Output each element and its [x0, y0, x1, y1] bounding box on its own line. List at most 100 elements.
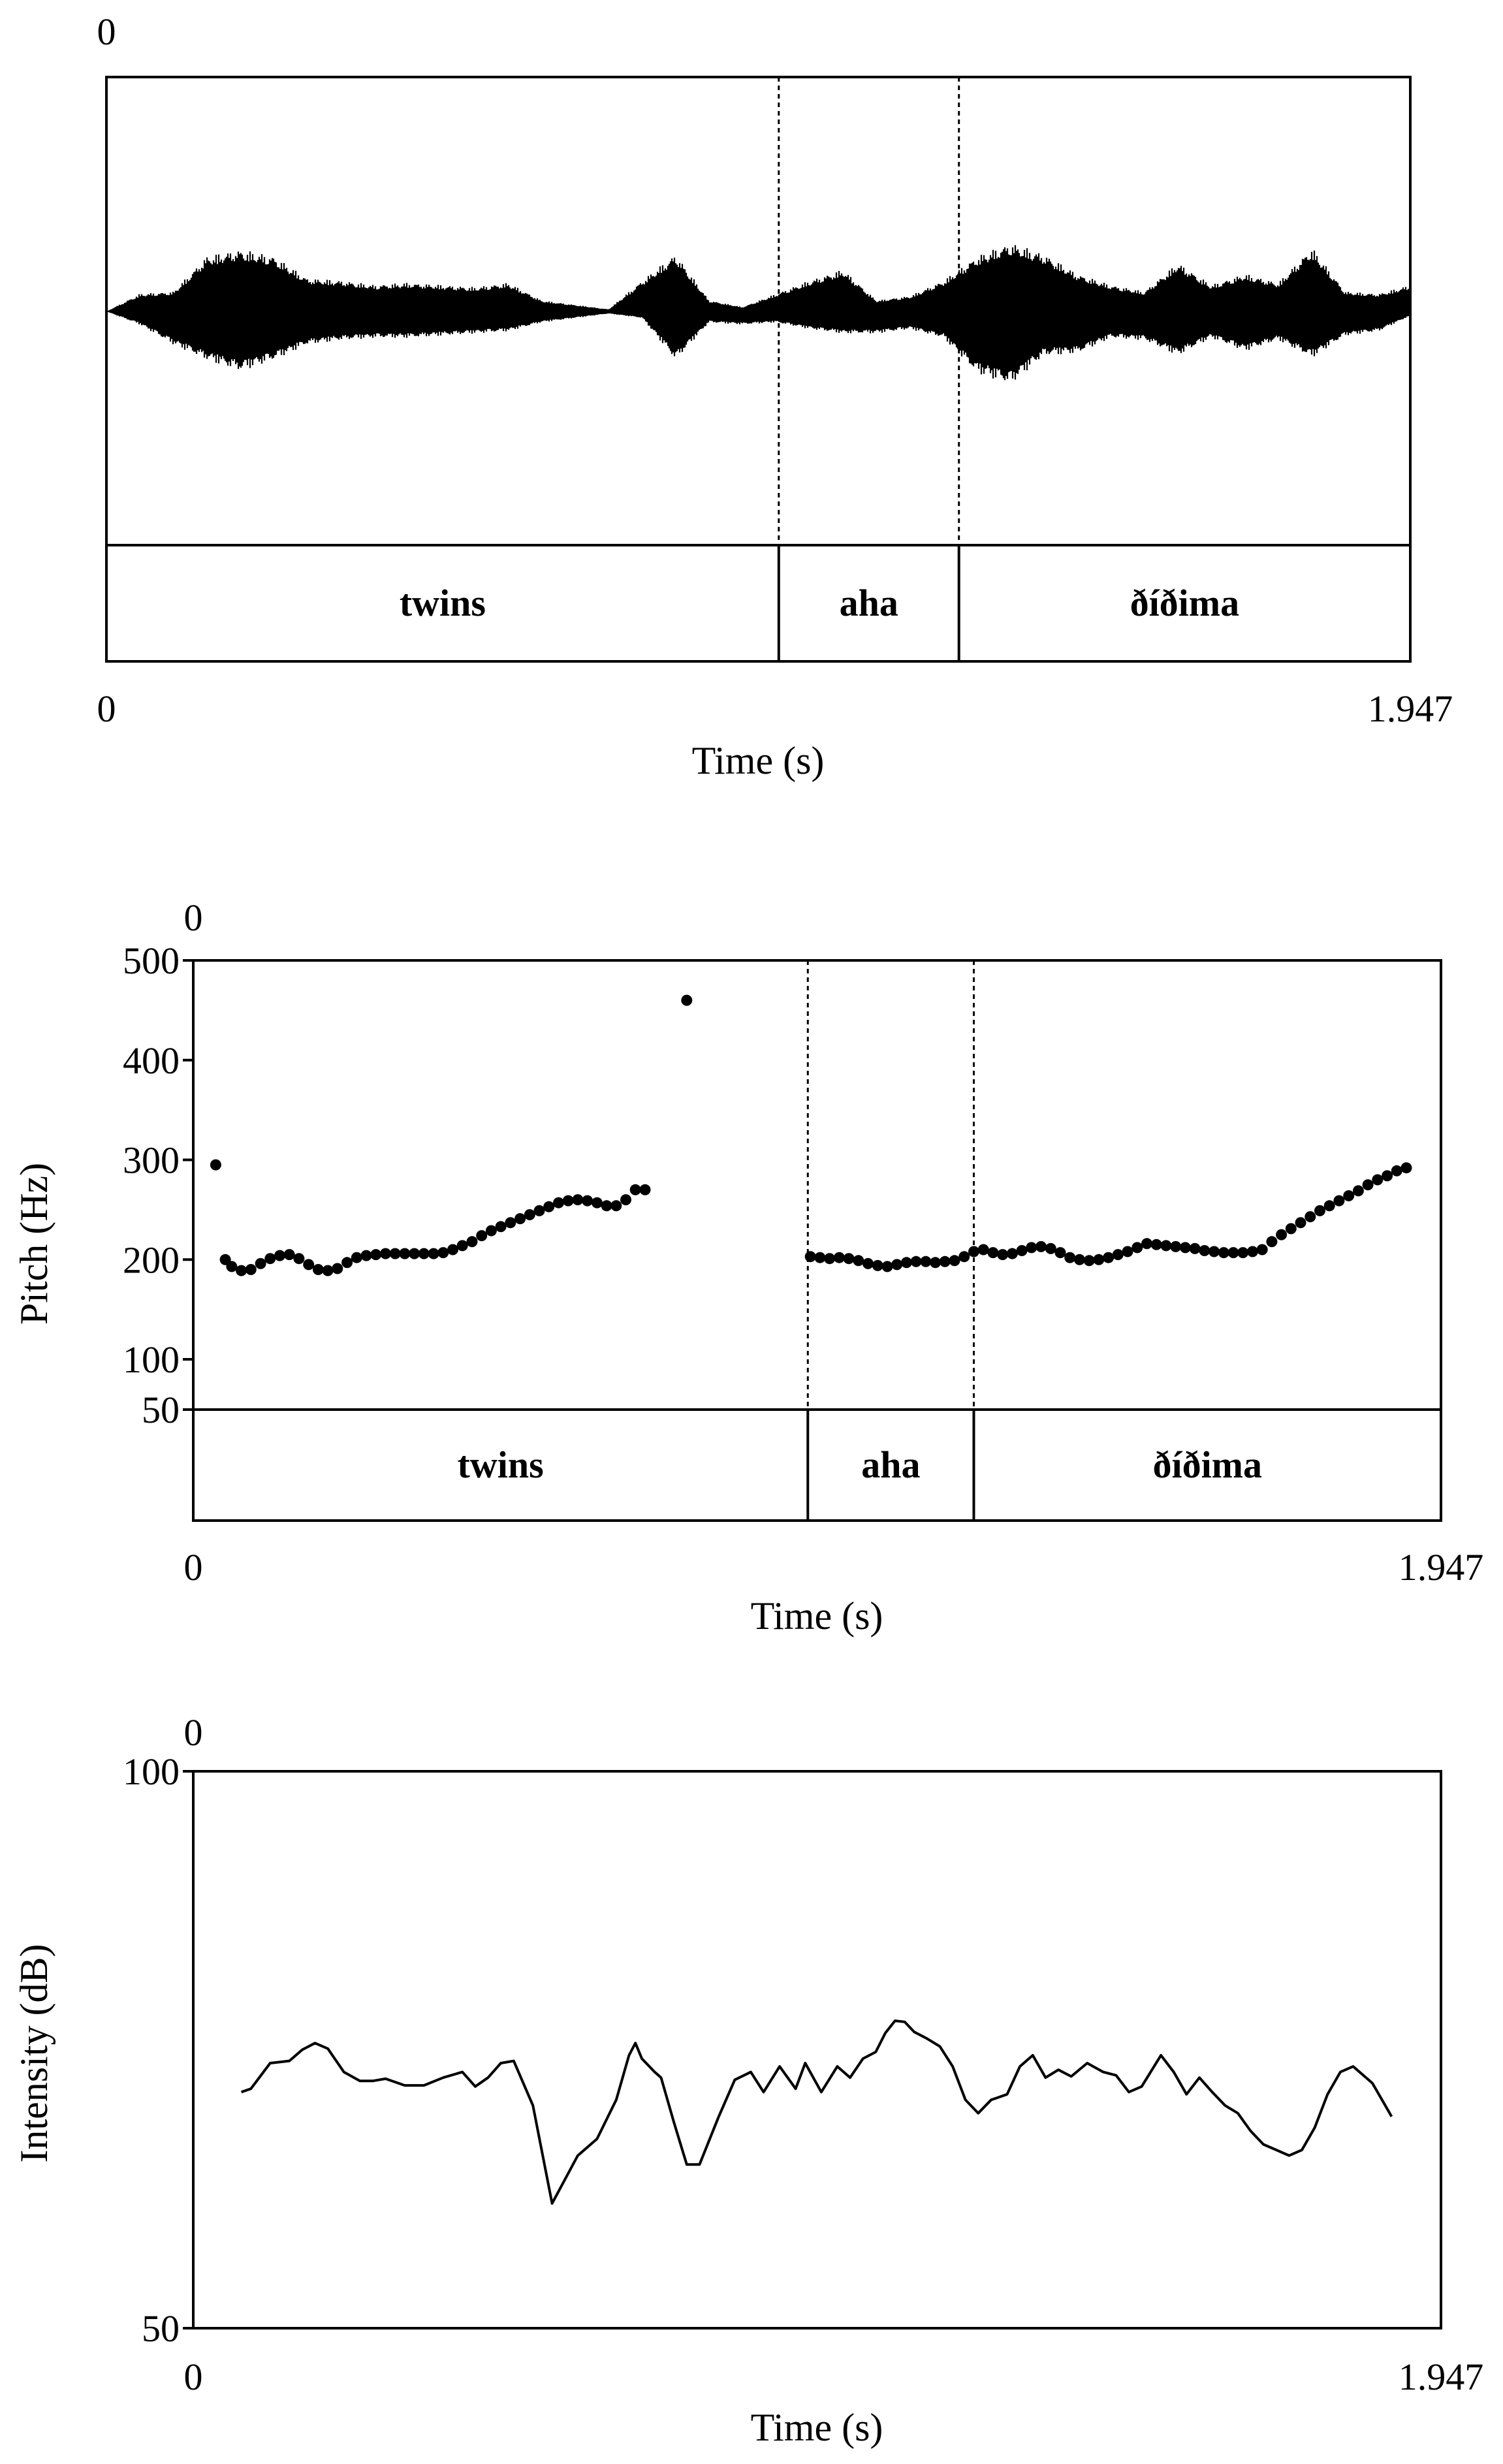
pitch-panel: 0 500 400 300 200 100 50 twins aha ðíðima Pit… [12, 896, 1483, 1637]
pitch-point [1122, 1246, 1133, 1257]
pitch-point [1237, 1247, 1249, 1259]
pitch-point [1103, 1252, 1115, 1263]
pitch-point [601, 1200, 612, 1212]
pitch-point [210, 1159, 221, 1171]
pitch-interval-aha: aha [861, 1444, 920, 1486]
pitch-point [1305, 1211, 1316, 1223]
pitch-interval-didima: ðíðima [1152, 1444, 1262, 1486]
pitch-point [1352, 1185, 1364, 1197]
pitch-y-axis-label: Pitch (Hz) [12, 1163, 55, 1325]
pitch-point [872, 1259, 883, 1271]
waveform-signal [106, 245, 1411, 381]
pitch-point [236, 1265, 247, 1276]
pitch-point [949, 1255, 960, 1267]
pitch-point [283, 1249, 295, 1261]
intensity-series-line [240, 2019, 1393, 2205]
pitch-point [1170, 1240, 1182, 1252]
pitch-point [351, 1252, 362, 1263]
pitch-point [360, 1250, 372, 1261]
pitch-x-min-label: 0 [184, 1546, 203, 1588]
pitch-point [582, 1195, 593, 1207]
pitch-point [399, 1248, 411, 1259]
pitch-point [1189, 1242, 1201, 1254]
pitch-point [629, 1184, 641, 1195]
pitch-point [843, 1253, 855, 1265]
pitch-point [543, 1201, 555, 1212]
pitch-point [466, 1236, 478, 1248]
pitch-y-tick-label-50: 50 [142, 1389, 180, 1431]
pitch-points [210, 994, 1412, 1276]
pitch-point [1141, 1238, 1152, 1250]
pitch-point [1276, 1229, 1288, 1240]
pitch-point [409, 1248, 420, 1259]
pitch-point [620, 1194, 631, 1206]
pitch-point [514, 1213, 526, 1225]
pitch-point [1323, 1200, 1335, 1212]
pitch-point [862, 1257, 874, 1269]
pitch-point [1314, 1205, 1325, 1216]
pitch-point [572, 1194, 584, 1206]
intensity-corner-label: 0 [184, 1711, 203, 1754]
pitch-point [1073, 1254, 1085, 1265]
pitch-point [293, 1253, 305, 1265]
pitch-point [1036, 1240, 1047, 1252]
pitch-point [804, 1251, 816, 1263]
pitch-point [939, 1256, 951, 1267]
pitch-point [476, 1230, 488, 1242]
pitch-point [1083, 1255, 1095, 1267]
pitch-point [437, 1247, 449, 1259]
pitch-y-tick-label-100: 100 [123, 1338, 180, 1381]
pitch-point [1160, 1240, 1172, 1252]
waveform-x-max-label: 1.947 [1368, 687, 1453, 730]
pitch-point [1026, 1242, 1037, 1254]
pitch-point [533, 1205, 545, 1216]
pitch-point [1006, 1248, 1018, 1259]
waveform-interval-aha: aha [840, 582, 898, 624]
pitch-y-ticks: 500 400 300 200 100 50 [123, 940, 193, 1431]
pitch-point [1045, 1242, 1056, 1254]
pitch-point [1179, 1242, 1191, 1254]
pitch-point [553, 1197, 564, 1208]
pitch-point [1150, 1239, 1162, 1250]
intensity-x-max-label: 1.947 [1399, 2356, 1484, 2398]
pitch-point [1343, 1190, 1355, 1201]
pitch-point [1391, 1165, 1402, 1177]
pitch-point [1372, 1174, 1384, 1186]
pitch-point [610, 1200, 622, 1212]
waveform-x-axis-label: Time (s) [692, 739, 825, 782]
pitch-point [1054, 1247, 1066, 1259]
waveform-trace [106, 245, 1411, 381]
pitch-point [814, 1252, 826, 1263]
waveform-corner-label: 0 [97, 10, 116, 53]
waveform-interval-didima: ðíðima [1130, 582, 1240, 624]
pitch-point [312, 1264, 324, 1275]
pitch-point [322, 1265, 334, 1276]
pitch-point [389, 1248, 401, 1259]
pitch-interval-twins: twins [458, 1444, 544, 1486]
pitch-y-tick-label-200: 200 [123, 1239, 180, 1281]
pitch-point [920, 1256, 932, 1267]
pitch-point [681, 994, 693, 1006]
pitch-point [853, 1255, 864, 1267]
pitch-point [639, 1184, 651, 1195]
pitch-point [833, 1252, 845, 1263]
pitch-point [1382, 1170, 1393, 1182]
pitch-point [562, 1195, 574, 1207]
waveform-x-min-label: 0 [97, 687, 116, 730]
intensity-panel: 0 100 50 Intensity (dB) 0 1.947 Time (s) [12, 1711, 1483, 2449]
pitch-point [255, 1257, 266, 1269]
pitch-point [881, 1261, 893, 1272]
pitch-y-tick-label-400: 400 [123, 1039, 180, 1082]
waveform-panel: 0 twins aha ðíðima 0 1.947 Time (s) [97, 10, 1453, 782]
pitch-point [977, 1244, 989, 1256]
intensity-x-min-label: 0 [184, 2356, 203, 2398]
pitch-point [997, 1249, 1009, 1261]
pitch-x-max-label: 1.947 [1399, 1546, 1484, 1588]
pitch-point [505, 1217, 516, 1229]
pitch-point [380, 1248, 391, 1259]
pitch-point [987, 1247, 999, 1259]
pitch-point [1209, 1246, 1220, 1257]
pitch-point [968, 1246, 979, 1257]
pitch-corner-label: 0 [184, 896, 203, 939]
